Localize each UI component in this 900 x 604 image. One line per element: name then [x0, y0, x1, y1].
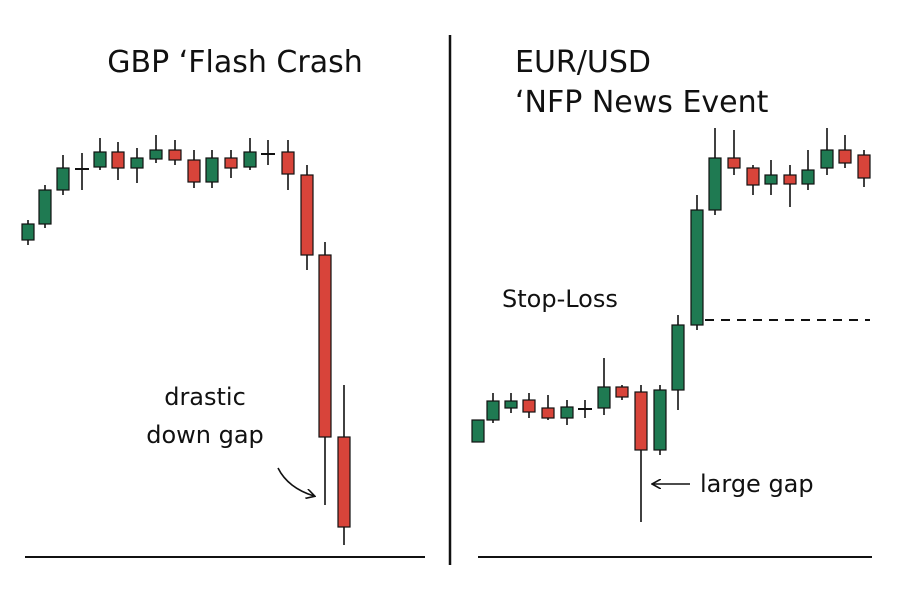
right-title: EUR/USD: [515, 45, 651, 80]
right-title: ‘NFP News Event: [515, 85, 769, 120]
candle-body: [337, 436, 351, 528]
candle-body: [615, 386, 629, 398]
candle-body: [111, 151, 125, 169]
candle-body: [205, 157, 219, 183]
candle-body: [486, 400, 500, 421]
candle-body: [597, 386, 611, 409]
candle-body: [801, 169, 815, 185]
candle-body: [21, 223, 35, 241]
candle-body: [471, 419, 485, 443]
candle-body: [149, 149, 163, 160]
candle-body: [56, 167, 70, 191]
annotation: large gap: [700, 470, 814, 498]
candle-body: [690, 209, 704, 326]
candle-body: [168, 149, 182, 161]
candle-body: [783, 174, 797, 185]
candle-body: [130, 157, 144, 169]
candle-body: [671, 324, 685, 391]
candle-body: [93, 151, 107, 168]
candle-body: [541, 407, 555, 419]
candle-body: [187, 159, 201, 183]
left-title: GBP ‘Flash Crash: [107, 45, 362, 80]
candle-body: [764, 174, 778, 185]
candle-body: [243, 151, 257, 168]
candle-body: [578, 408, 592, 410]
candle-body: [634, 391, 648, 451]
annotation: drastic: [164, 383, 246, 411]
candle-body: [281, 151, 295, 175]
annotation: down gap: [146, 421, 264, 449]
candle-body: [653, 389, 667, 451]
candle-body: [746, 167, 760, 186]
candle-body: [318, 254, 332, 438]
candle-body: [708, 157, 722, 211]
candle-body: [38, 189, 52, 225]
candle-body: [261, 153, 275, 155]
candle-body: [857, 154, 871, 179]
candle-body: [504, 400, 518, 409]
candle-body: [727, 157, 741, 169]
candle-body: [560, 406, 574, 419]
candle-body: [522, 399, 536, 413]
candle-body: [75, 168, 89, 170]
candle-body: [820, 149, 834, 169]
arrow: [277, 467, 314, 496]
candle-body: [838, 149, 852, 164]
candles: [21, 128, 871, 545]
candle-body: [224, 157, 238, 169]
stop-loss-label: Stop-Loss: [502, 285, 618, 313]
candle-body: [300, 174, 314, 256]
